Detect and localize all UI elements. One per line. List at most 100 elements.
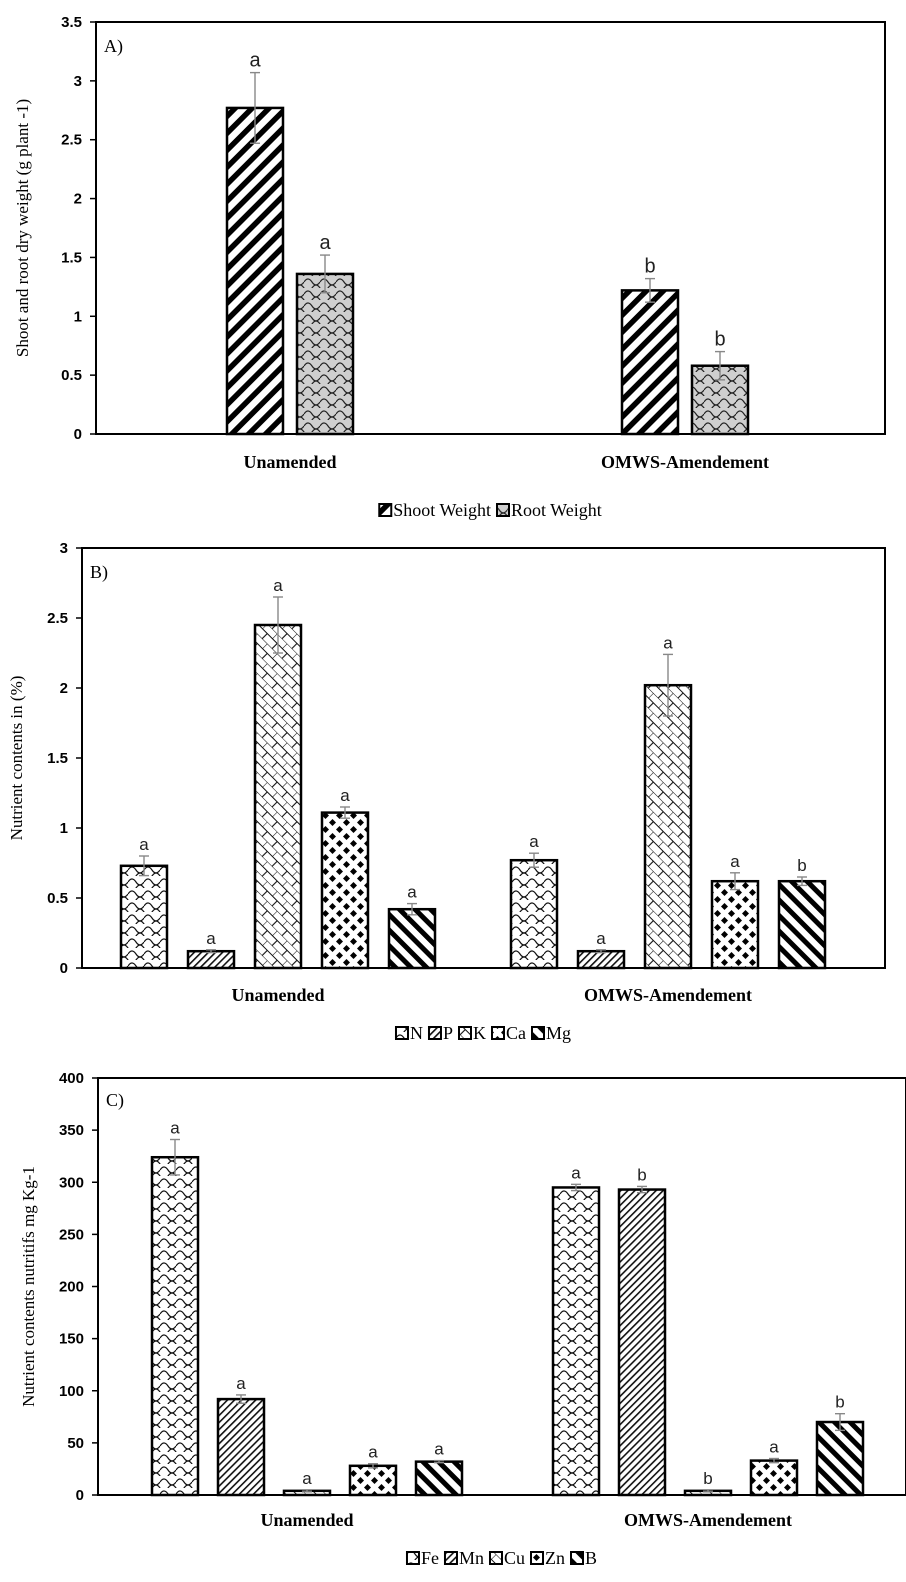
significance-letter: b — [637, 1165, 646, 1184]
significance-letter: a — [571, 1163, 581, 1182]
bar-fe-omws — [551, 1186, 601, 1497]
legend-swatch-fe — [405, 1551, 420, 1565]
y-tick-label: 2.5 — [61, 132, 82, 149]
category-label: OMWS-Amendement — [584, 985, 752, 1005]
legend-swatch-p — [427, 1026, 442, 1040]
plot-frame — [81, 547, 886, 969]
bar-ca-omws — [710, 879, 760, 970]
legend: N P K Ca Mg — [394, 1023, 571, 1043]
panel-label: B) — [90, 562, 108, 583]
y-tick-label: 1.5 — [61, 249, 82, 266]
chart-panel-1: 0 0.5 1 1.5 2 2.5 3 3.5 Shoot and root dry weigh… — [13, 14, 886, 520]
y-tick-label: 2 — [74, 191, 82, 208]
chart-panel-2: 0 0.5 1 1.5 2 2.5 3 Nutrient contents in (%) B) a… — [7, 540, 886, 1043]
significance-letter: a — [368, 1443, 378, 1462]
significance-letter: b — [703, 1469, 712, 1488]
legend-label: Shoot Weight — [393, 500, 491, 520]
legend-swatch-zn — [530, 1551, 545, 1565]
y-tick-label: 0.5 — [47, 890, 68, 907]
legend-swatch-ca — [491, 1026, 505, 1040]
y-tick-label: 3.5 — [61, 14, 82, 31]
bar-p-omws — [576, 949, 626, 970]
bar-p-unamended — [186, 949, 236, 970]
y-tick-label: 100 — [59, 1383, 84, 1400]
legend-label: Ca — [506, 1023, 526, 1043]
significance-letter: a — [236, 1374, 246, 1393]
panel-label: C) — [106, 1090, 124, 1111]
significance-letter: a — [434, 1440, 444, 1459]
legend-label: Cu — [504, 1548, 525, 1568]
bar-k-omws — [643, 683, 693, 970]
legend-label: K — [473, 1023, 486, 1043]
significance-letter: a — [170, 1119, 180, 1138]
y-axis-label: Nutrient contents in (%) — [7, 676, 26, 841]
significance-letter: b — [714, 329, 725, 351]
bar-shoot-weight-omws — [620, 289, 680, 436]
bar-mg-unamended — [387, 907, 437, 970]
y-tick-label: 150 — [59, 1331, 84, 1348]
legend-swatch-root-weight — [496, 503, 510, 517]
significance-letter: b — [835, 1393, 844, 1412]
y-tick-label: 350 — [59, 1122, 84, 1139]
significance-letter: a — [407, 883, 417, 902]
category-label: Unamended — [231, 985, 324, 1005]
legend-swatch-b — [570, 1551, 585, 1565]
y-tick-label: 50 — [67, 1435, 84, 1452]
y-tick-label: 0 — [76, 1487, 84, 1504]
legend-label: B — [585, 1548, 597, 1568]
significance-letter: a — [319, 232, 331, 254]
significance-letter: a — [340, 786, 350, 805]
bar-k-unamended — [253, 623, 303, 970]
significance-letter: b — [797, 856, 806, 875]
legend-label: Zn — [545, 1548, 565, 1568]
y-axis-label: Nutrient contents nutritifs mg Kg-1 — [19, 1166, 38, 1407]
significance-letter: a — [249, 50, 261, 72]
bar-ca-unamended — [320, 811, 370, 970]
y-tick-label: 200 — [59, 1279, 84, 1296]
category-label: OMWS-Amendement — [601, 452, 769, 472]
bar-b-omws — [815, 1420, 865, 1497]
bar-n-unamended — [119, 864, 169, 970]
bar-b-unamended — [414, 1460, 464, 1497]
plot-frame — [95, 21, 886, 435]
y-tick-label: 300 — [59, 1174, 84, 1191]
legend-swatch-mn — [443, 1551, 458, 1565]
significance-letter: a — [206, 929, 216, 948]
legend-label: Root Weight — [511, 500, 602, 520]
legend-swatch-shoot-weight — [378, 503, 393, 517]
y-tick-label: 3 — [74, 73, 82, 90]
y-tick-label: 400 — [59, 1070, 84, 1087]
bar-mn-omws — [617, 1188, 667, 1497]
legend-label: N — [410, 1023, 423, 1043]
y-tick-label: 0 — [60, 960, 68, 977]
y-tick-label: 2 — [60, 680, 68, 697]
y-tick-label: 1 — [60, 820, 68, 837]
y-tick-label: 250 — [59, 1226, 84, 1243]
category-label: OMWS-Amendement — [624, 1510, 792, 1530]
bar-zn-omws — [749, 1459, 799, 1497]
legend-swatch-mg — [531, 1026, 545, 1040]
bar-fe-unamended — [150, 1155, 200, 1497]
legend-swatch-n — [394, 1026, 409, 1040]
significance-letter: b — [644, 256, 655, 278]
legend: Fe Mn Cu Zn B — [405, 1548, 597, 1568]
legend-label: Mn — [459, 1548, 484, 1568]
panel-label: A) — [104, 36, 123, 57]
significance-letter: a — [769, 1438, 779, 1457]
y-tick-label: 1 — [74, 308, 82, 325]
legend-label: Fe — [421, 1548, 439, 1568]
significance-letter: a — [139, 835, 149, 854]
significance-letter: a — [302, 1469, 312, 1488]
y-tick-label: 0.5 — [61, 367, 82, 384]
significance-letter: a — [596, 929, 606, 948]
legend-swatch-cu — [488, 1551, 503, 1565]
category-label: Unamended — [260, 1510, 353, 1530]
bar-zn-unamended — [348, 1464, 398, 1497]
legend: Shoot Weight Root Weight — [378, 500, 602, 520]
bar-shoot-weight-unamended — [225, 106, 285, 436]
significance-letter: a — [730, 852, 740, 871]
legend-swatch-k — [458, 1026, 472, 1040]
y-tick-label: 0 — [74, 426, 82, 443]
bar-n-omws — [509, 858, 559, 970]
